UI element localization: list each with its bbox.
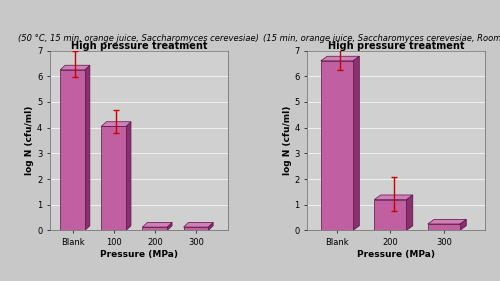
Polygon shape: [374, 200, 406, 230]
Polygon shape: [102, 122, 131, 126]
Polygon shape: [142, 227, 167, 230]
Y-axis label: log N (cfu/ml): log N (cfu/ml): [25, 106, 34, 175]
Title: High pressure treatment: High pressure treatment: [70, 40, 207, 51]
Polygon shape: [208, 223, 213, 230]
X-axis label: Pressure (MPa): Pressure (MPa): [100, 250, 178, 259]
Polygon shape: [167, 223, 172, 230]
Y-axis label: log N (cfu/ml): log N (cfu/ml): [282, 106, 292, 175]
Polygon shape: [60, 65, 90, 70]
Polygon shape: [60, 70, 85, 230]
Polygon shape: [428, 219, 467, 224]
Polygon shape: [102, 126, 126, 230]
Polygon shape: [85, 65, 90, 230]
Polygon shape: [321, 61, 353, 230]
Polygon shape: [184, 227, 208, 230]
Polygon shape: [126, 122, 131, 230]
Text: (50 °C, 15 min, orange juice, Saccharomyces cerevesiae): (50 °C, 15 min, orange juice, Saccharomy…: [18, 34, 259, 43]
Polygon shape: [374, 195, 413, 200]
Polygon shape: [353, 56, 360, 230]
Polygon shape: [460, 219, 466, 230]
Polygon shape: [142, 223, 172, 227]
Title: High pressure treatment: High pressure treatment: [328, 40, 464, 51]
Text: (15 min, orange juice, Saccharomyces cerevesiae, Room temp): (15 min, orange juice, Saccharomyces cer…: [263, 34, 500, 43]
Polygon shape: [321, 56, 360, 61]
X-axis label: Pressure (MPa): Pressure (MPa): [357, 250, 435, 259]
Polygon shape: [428, 224, 460, 230]
Polygon shape: [406, 195, 413, 230]
Polygon shape: [184, 223, 213, 227]
